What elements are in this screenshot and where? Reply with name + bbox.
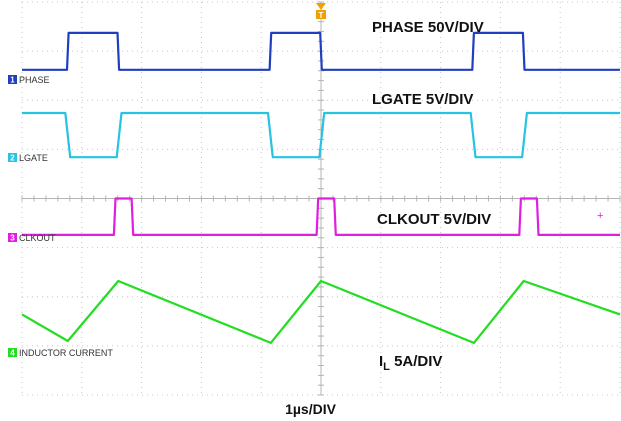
timebase-label: 1µs/DIV — [285, 401, 337, 417]
lgate-scale-label: LGATE 5V/DIV — [372, 91, 473, 108]
inductor-scale-main: I — [379, 353, 383, 370]
inductor-scale-sub: L — [383, 361, 390, 373]
channel-4-box — [8, 348, 17, 357]
inductor-scale-rest: 5A/DIV — [390, 353, 443, 370]
channel-tag-phase: 1 PHASE — [8, 75, 50, 85]
trigger-arrow-icon — [316, 3, 326, 10]
phase-scale-label: PHASE 50V/DIV — [372, 19, 484, 36]
trace-lgate — [22, 111, 620, 159]
channel-3-box — [8, 233, 17, 242]
clkout-cursor-marker: + — [597, 210, 603, 222]
channel-1-box — [8, 75, 17, 84]
waveform-traces — [21, 31, 621, 344]
channel-tag-inductor: 4 INDUCTOR CURRENT — [8, 348, 113, 358]
trace-phase — [22, 31, 620, 71]
channel-2-box — [8, 153, 17, 162]
channel-3-name: CLKOUT — [19, 233, 56, 243]
clkout-scale-label: CLKOUT 5V/DIV — [377, 211, 491, 228]
trace-inductor-current — [21, 279, 621, 344]
channel-tag-lgate: 2 LGATE — [8, 153, 48, 163]
inductor-scale-label: IL 5A/DIV — [379, 353, 442, 373]
channel-3-number: 3 — [10, 234, 15, 243]
channel-2-name: LGATE — [19, 153, 48, 163]
trigger-marker: T — [316, 3, 326, 20]
trace-clkout — [22, 197, 620, 236]
channel-4-name: INDUCTOR CURRENT — [19, 348, 113, 358]
channel-tag-clkout: 3 CLKOUT — [8, 233, 56, 243]
channel-2-number: 2 — [10, 154, 15, 163]
trigger-label: T — [319, 11, 324, 20]
channel-1-name: PHASE — [19, 75, 50, 85]
channel-1-number: 1 — [10, 76, 15, 85]
channel-4-number: 4 — [10, 349, 15, 358]
trigger-box — [316, 10, 326, 19]
